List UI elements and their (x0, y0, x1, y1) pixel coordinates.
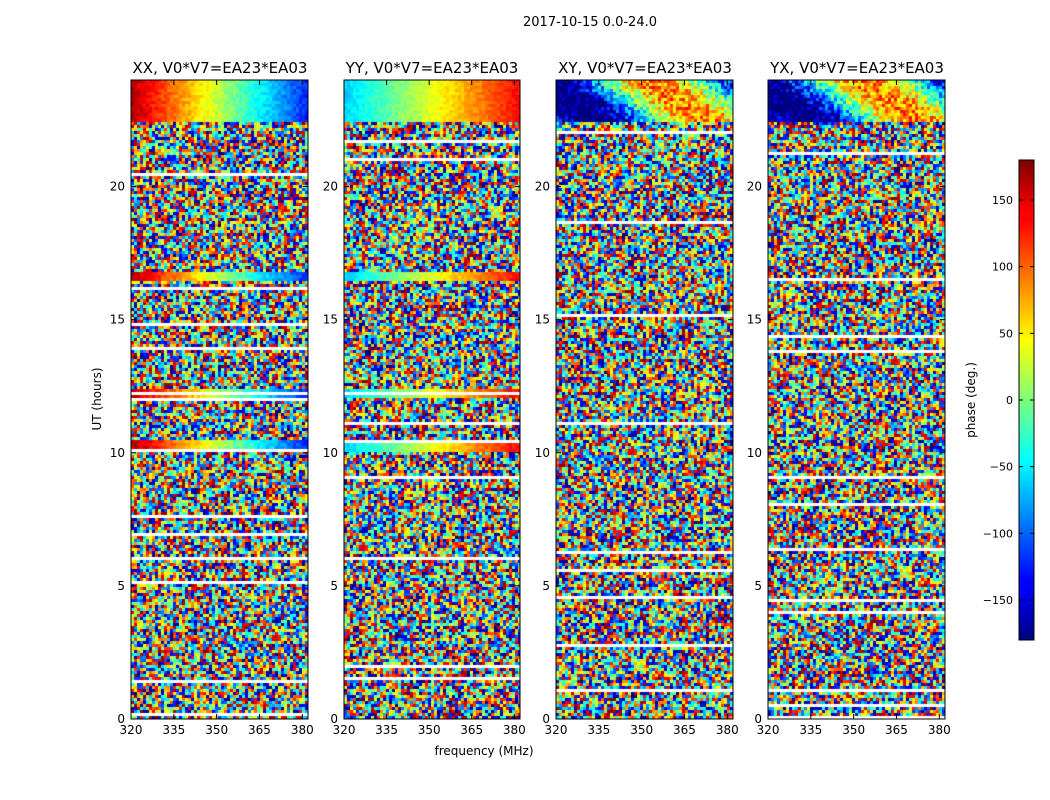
panel-yy: YY, V0*V7=EA23*EA03 320 335 350 365 380 0 5 10… (323, 59, 526, 737)
colorbar-label: phase (deg.) (964, 362, 978, 438)
x-tick-label: 350 (842, 723, 865, 737)
colorbar-tick-label: 0 (1006, 394, 1013, 407)
x-tick-label: 380 (503, 723, 526, 737)
x-tick-label: 320 (545, 723, 568, 737)
y-axis: 0 5 10 15 20 (747, 180, 945, 726)
colorbar-tick-label: −100 (983, 527, 1013, 540)
x-tick-label: 350 (418, 723, 441, 737)
y-tick-label: 20 (323, 180, 338, 194)
y-tick-label: 5 (754, 579, 762, 593)
colorbar: −150 −100 −50 0 50 100 150 phase (deg.) (964, 159, 1035, 641)
plot-frame (555, 79, 734, 720)
x-tick-label: 380 (928, 723, 951, 737)
y-axis: 0 5 10 15 20 (110, 180, 308, 726)
panel-title: YY, V0*V7=EA23*EA03 (345, 59, 519, 77)
colorbar-tick-label: −150 (983, 594, 1013, 607)
panel-yx: YX, V0*V7=EA23*EA03 320 335 350 365 380 0 5 10… (747, 59, 951, 737)
y-tick-label: 15 (747, 313, 762, 327)
colorbar-tick-label: 150 (992, 194, 1013, 207)
y-tick-label: 10 (110, 446, 125, 460)
y-tick-label: 0 (330, 712, 338, 726)
x-tick-label: 320 (120, 723, 143, 737)
y-tick-label: 10 (323, 446, 338, 460)
x-axis: 320 335 350 365 380 (757, 80, 951, 737)
plot-frame (130, 79, 309, 720)
colorbar-tick-label: 50 (999, 327, 1013, 340)
x-axis-label: frequency (MHz) (434, 744, 533, 758)
y-tick-label: 15 (535, 313, 550, 327)
heatmap-raster (556, 80, 733, 719)
heatmap-image (768, 80, 945, 719)
panel-title: XY, V0*V7=EA23*EA03 (558, 59, 732, 77)
figure-suptitle: 2017-10-15 0.0-24.0 (523, 15, 657, 30)
y-tick-label: 0 (754, 712, 762, 726)
y-tick-label: 20 (747, 180, 762, 194)
plot-frame (767, 79, 946, 720)
x-axis: 320 335 350 365 380 (120, 80, 314, 737)
colorbar-tick-label: −50 (990, 461, 1013, 474)
heatmap-image (556, 80, 733, 719)
heatmap-image (131, 80, 308, 719)
x-tick-label: 320 (757, 723, 780, 737)
heatmap-raster (344, 80, 520, 719)
x-tick-label: 365 (248, 723, 271, 737)
heatmap-raster (768, 80, 945, 719)
x-tick-label: 350 (630, 723, 653, 737)
x-tick-label: 335 (162, 723, 185, 737)
x-tick-label: 380 (716, 723, 739, 737)
heatmap-raster (131, 80, 308, 719)
y-tick-label: 5 (330, 579, 338, 593)
panel-xx: XX, V0*V7=EA23*EA03 320 335 350 365 380 0 5 10… (110, 59, 314, 737)
x-tick-label: 335 (587, 723, 610, 737)
x-tick-label: 320 (333, 723, 356, 737)
x-tick-label: 335 (799, 723, 822, 737)
heatmap-image (344, 80, 520, 719)
y-tick-label: 15 (110, 313, 125, 327)
panel-title: YX, V0*V7=EA23*EA03 (769, 59, 944, 77)
x-tick-label: 335 (375, 723, 398, 737)
y-tick-label: 15 (323, 313, 338, 327)
x-tick-label: 380 (291, 723, 314, 737)
y-tick-label: 5 (117, 579, 125, 593)
y-axis: 0 5 10 15 20 (323, 180, 520, 726)
y-tick-label: 20 (535, 180, 550, 194)
y-tick-label: 20 (110, 180, 125, 194)
x-axis: 320 335 350 365 380 (545, 80, 739, 737)
x-tick-label: 365 (460, 723, 483, 737)
panel-title: XX, V0*V7=EA23*EA03 (133, 59, 308, 77)
x-tick-label: 350 (205, 723, 228, 737)
x-axis: 320 335 350 365 380 (333, 80, 526, 737)
x-tick-label: 365 (673, 723, 696, 737)
y-tick-label: 0 (117, 712, 125, 726)
panel-xy: XY, V0*V7=EA23*EA03 320 335 350 365 380 0 5 10… (535, 59, 739, 737)
x-tick-label: 365 (885, 723, 908, 737)
y-tick-label: 0 (542, 712, 550, 726)
colorbar-tick-label: 100 (992, 261, 1013, 274)
colorbar-ticks: −150 −100 −50 0 50 100 150 (983, 194, 1034, 607)
y-tick-label: 5 (542, 579, 550, 593)
plot-frame (343, 79, 521, 720)
y-axis: 0 5 10 15 20 (535, 180, 733, 726)
y-tick-label: 10 (747, 446, 762, 460)
y-axis-label: UT (hours) (90, 367, 104, 430)
y-tick-label: 10 (535, 446, 550, 460)
